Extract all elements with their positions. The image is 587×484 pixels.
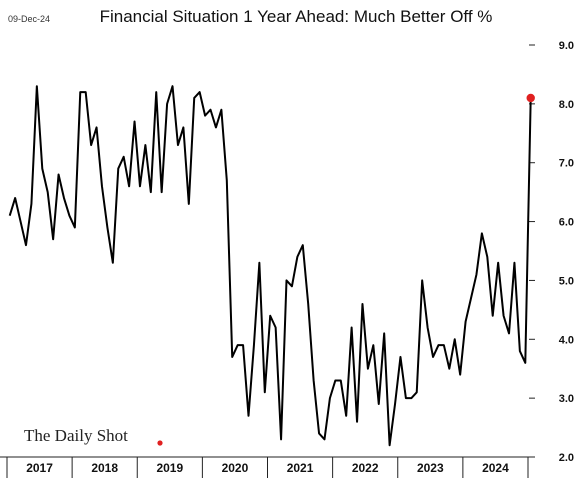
y-tick-label: 7.0: [559, 158, 574, 170]
brand-logo: The Daily Shot: [24, 426, 163, 446]
y-tick-label: 9.0: [559, 40, 574, 52]
chart-title: Financial Situation 1 Year Ahead: Much B…: [100, 7, 493, 26]
y-tick-label: 3.0: [559, 393, 574, 405]
x-tick-label: 2018: [91, 461, 118, 475]
brand-name: The Daily Shot: [24, 426, 128, 445]
y-tick-label: 8.0: [559, 99, 574, 111]
x-tick-label: 2021: [287, 461, 314, 475]
y-tick-label: 6.0: [559, 217, 574, 229]
x-tick-label: 2022: [352, 461, 379, 475]
x-tick-label: 2023: [417, 461, 444, 475]
date-label: 09-Dec-24: [8, 14, 50, 24]
x-tick-label: 2017: [26, 461, 53, 475]
x-tick-label: 2020: [222, 461, 249, 475]
x-axis: 2017 2018 2019 2020 2021 2022 2023 2024: [0, 456, 529, 478]
y-tick-label: 2.0: [559, 452, 574, 464]
y-axis: 9.0 8.0 7.0 6.0 5.0 4.0 3.0 2.0: [529, 40, 574, 464]
y-tick-label: 5.0: [559, 275, 574, 287]
series-line: [8, 85, 532, 447]
x-tick-label: 2019: [156, 461, 183, 475]
brand-dot-icon: [157, 440, 163, 446]
last-point-marker: [526, 93, 535, 103]
y-tick-label: 4.0: [559, 334, 574, 346]
x-tick-label: 2024: [482, 461, 509, 475]
